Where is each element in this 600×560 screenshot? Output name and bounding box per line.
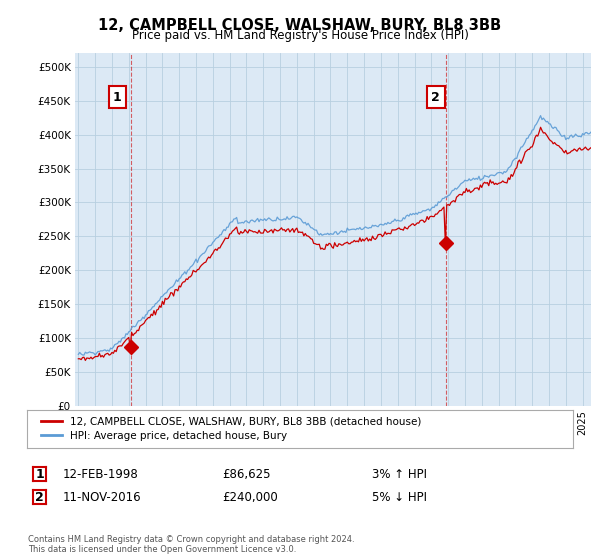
Legend: 12, CAMPBELL CLOSE, WALSHAW, BURY, BL8 3BB (detached house), HPI: Average price,: 12, CAMPBELL CLOSE, WALSHAW, BURY, BL8 3… [38,414,424,444]
Text: 11-NOV-2016: 11-NOV-2016 [63,491,142,504]
Text: Contains HM Land Registry data © Crown copyright and database right 2024.
This d: Contains HM Land Registry data © Crown c… [28,535,355,554]
Text: 5% ↓ HPI: 5% ↓ HPI [372,491,427,504]
Text: 1: 1 [35,468,44,481]
Text: 1: 1 [113,91,122,104]
Text: £86,625: £86,625 [222,468,271,481]
Text: 12, CAMPBELL CLOSE, WALSHAW, BURY, BL8 3BB: 12, CAMPBELL CLOSE, WALSHAW, BURY, BL8 3… [98,18,502,33]
Text: 3% ↑ HPI: 3% ↑ HPI [372,468,427,481]
Text: £240,000: £240,000 [222,491,278,504]
Text: 2: 2 [431,91,440,104]
Text: 12-FEB-1998: 12-FEB-1998 [63,468,139,481]
Text: 2: 2 [35,491,44,504]
Text: Price paid vs. HM Land Registry's House Price Index (HPI): Price paid vs. HM Land Registry's House … [131,29,469,42]
